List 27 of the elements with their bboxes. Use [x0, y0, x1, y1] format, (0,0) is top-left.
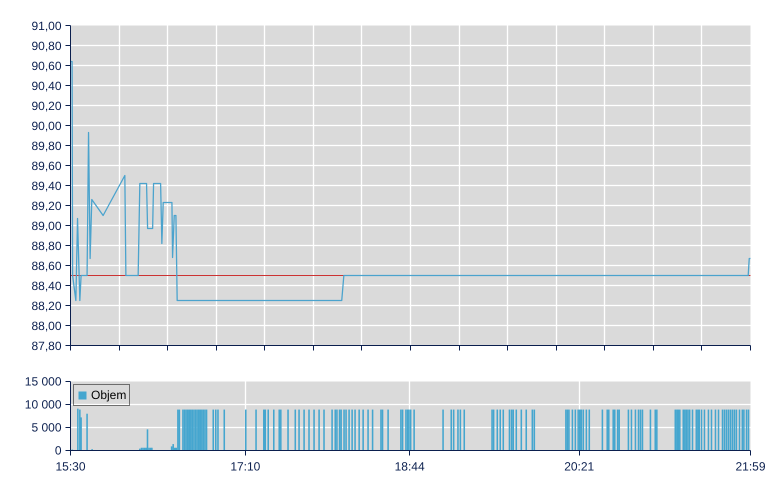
y-tick-label: 15 000 [24, 374, 62, 388]
y-tick-label: 90,20 [31, 99, 62, 113]
y-tick-label: 89,20 [31, 199, 62, 213]
y-tick-label: 90,00 [31, 119, 62, 133]
legend-label: Objem [91, 388, 126, 402]
y-tick-label: 89,40 [31, 179, 62, 193]
y-tick-label: 88,80 [31, 239, 62, 253]
y-tick-label: 89,00 [31, 219, 62, 233]
y-tick-label: 89,80 [31, 139, 62, 153]
y-tick-label: 10 000 [24, 398, 62, 412]
y-tick-label: 89,60 [31, 159, 62, 173]
y-tick-label: 0 [54, 444, 62, 458]
x-tick-label: 20:21 [564, 460, 595, 474]
y-tick-label: 90,60 [31, 59, 62, 73]
y-tick-label: 88,60 [31, 259, 62, 273]
x-tick-label: 17:10 [230, 460, 261, 474]
y-tick-label: 5 000 [31, 420, 62, 434]
y-tick-label: 91,00 [31, 19, 62, 33]
x-tick-label: 15:30 [55, 460, 86, 474]
y-tick-label: 88,40 [31, 279, 62, 293]
x-tick-label: 21:59 [735, 460, 766, 474]
x-tick-label: 18:44 [394, 460, 425, 474]
y-tick-label: 88,00 [31, 319, 62, 333]
y-tick-label: 87,80 [31, 339, 62, 353]
y-tick-label: 88,20 [31, 299, 62, 313]
y-tick-label: 90,40 [31, 79, 62, 93]
y-tick-label: 90,80 [31, 39, 62, 53]
